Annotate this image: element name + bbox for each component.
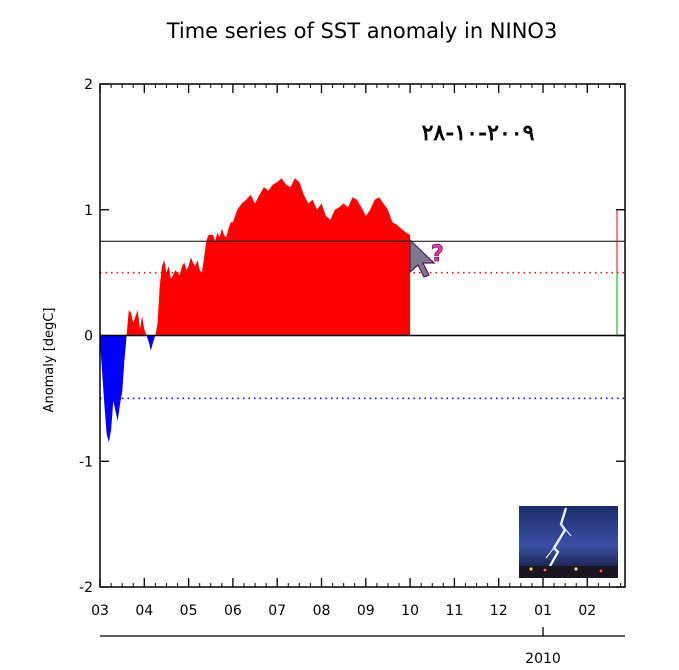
y-tick-label: 2	[84, 77, 93, 93]
x-tick-label: 12	[490, 603, 508, 619]
year-label: 2010	[525, 651, 561, 667]
date-annotation: ٢٠٠٩-١٠-٢٨	[422, 120, 535, 146]
y-tick-label: 1	[84, 203, 93, 219]
y-tick-label: -1	[79, 454, 93, 470]
y-axis-label: Anomaly [degC]	[42, 308, 57, 413]
x-tick-label: 07	[268, 603, 286, 619]
x-tick-label: 10	[401, 603, 419, 619]
x-tick-label: 01	[534, 603, 552, 619]
y-tick-label: 0	[84, 329, 93, 345]
x-tick-label: 02	[578, 603, 596, 619]
svg-text:?: ?	[431, 242, 444, 267]
anomaly-area-positive	[100, 178, 411, 336]
x-tick-label: 08	[313, 603, 331, 619]
x-tick-label: 06	[224, 603, 242, 619]
cursor-help-icon: ?	[409, 238, 444, 278]
x-tick-label: 04	[135, 603, 153, 619]
chart-title: Time series of SST anomaly in NINO3	[166, 19, 558, 43]
x-tick-label: 09	[357, 603, 375, 619]
x-tick-label: 11	[445, 603, 463, 619]
x-tick-label: 05	[180, 603, 198, 619]
y-tick-label: -2	[79, 580, 93, 596]
lightning-photo	[519, 506, 618, 578]
x-tick-label: 03	[91, 603, 109, 619]
